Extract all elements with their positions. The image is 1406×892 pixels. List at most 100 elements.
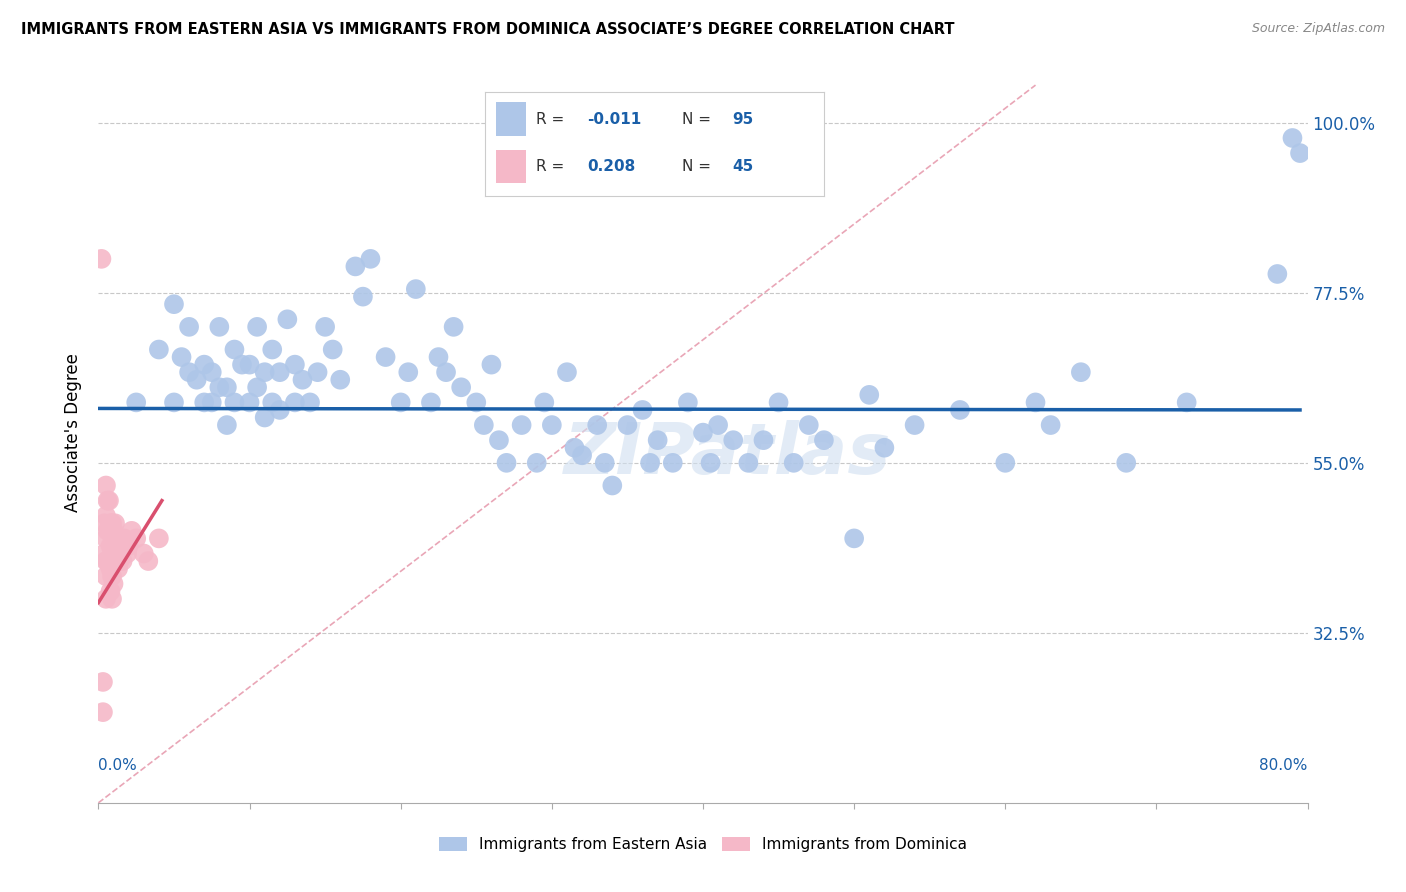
Point — [104, 516, 127, 531]
Point — [253, 410, 276, 425]
Point — [949, 403, 972, 417]
Point — [101, 569, 124, 583]
Point — [540, 418, 562, 433]
Point — [344, 260, 367, 274]
Point — [193, 358, 215, 372]
Point — [96, 524, 118, 538]
Point — [100, 539, 122, 553]
Point — [465, 395, 488, 409]
Point — [108, 554, 131, 568]
Point — [555, 365, 578, 379]
Point — [443, 319, 465, 334]
Point — [208, 380, 231, 394]
Point — [262, 395, 284, 409]
Point — [692, 425, 714, 440]
Point — [434, 365, 457, 379]
Point — [374, 350, 396, 364]
Point — [396, 365, 419, 379]
Point — [105, 532, 128, 546]
Point — [125, 532, 148, 546]
Point — [179, 319, 201, 334]
Point — [510, 418, 533, 433]
Point — [100, 584, 122, 599]
Point — [121, 524, 143, 538]
Point — [110, 539, 132, 553]
Point — [125, 395, 148, 409]
Point — [352, 290, 374, 304]
Point — [1115, 456, 1137, 470]
Point — [768, 395, 790, 409]
Point — [163, 395, 186, 409]
Point — [602, 478, 624, 492]
Point — [276, 312, 298, 326]
Point — [307, 365, 329, 379]
Point — [707, 418, 730, 433]
Point — [111, 554, 134, 568]
Point — [586, 418, 609, 433]
Point — [193, 395, 215, 409]
Point — [291, 373, 314, 387]
Point — [873, 441, 896, 455]
Point — [201, 365, 224, 379]
Point — [91, 674, 114, 689]
Point — [593, 456, 616, 470]
Point — [94, 591, 117, 606]
Point — [105, 554, 128, 568]
Y-axis label: Associate's Degree: Associate's Degree — [65, 353, 83, 512]
Point — [96, 493, 118, 508]
Point — [104, 547, 127, 561]
Point — [472, 418, 495, 433]
Point — [215, 418, 238, 433]
Point — [98, 554, 121, 568]
Point — [450, 380, 472, 394]
Point — [844, 532, 866, 546]
Point — [495, 456, 517, 470]
Text: ZIPatlas: ZIPatlas — [564, 420, 891, 490]
Point — [1281, 131, 1303, 145]
Text: 80.0%: 80.0% — [1260, 758, 1308, 773]
Point — [314, 319, 336, 334]
Text: 0.0%: 0.0% — [98, 758, 138, 773]
Point — [616, 418, 638, 433]
Point — [405, 282, 427, 296]
Point — [239, 358, 262, 372]
Point — [858, 388, 880, 402]
Point — [783, 456, 806, 470]
Point — [284, 358, 307, 372]
Point — [239, 395, 262, 409]
Point — [1039, 418, 1062, 433]
Point — [797, 418, 820, 433]
Point — [638, 456, 661, 470]
Point — [90, 252, 112, 266]
Point — [201, 395, 224, 409]
Point — [170, 350, 193, 364]
Point — [93, 547, 115, 561]
Point — [752, 433, 775, 447]
Point — [533, 395, 555, 409]
Point — [1267, 267, 1289, 281]
Point — [100, 561, 122, 575]
Point — [93, 516, 115, 531]
Point — [98, 524, 121, 538]
Point — [246, 380, 269, 394]
Point — [564, 441, 586, 455]
Point — [723, 433, 745, 447]
Point — [103, 554, 125, 568]
Point — [101, 591, 124, 606]
Point — [631, 403, 654, 417]
Point — [813, 433, 835, 447]
Point — [1175, 395, 1198, 409]
Point — [94, 478, 117, 492]
Point — [103, 576, 125, 591]
Point — [360, 252, 382, 266]
Text: Source: ZipAtlas.com: Source: ZipAtlas.com — [1251, 22, 1385, 36]
Point — [1024, 395, 1046, 409]
Point — [661, 456, 683, 470]
Point — [299, 395, 322, 409]
Point — [262, 343, 284, 357]
Legend: Immigrants from Eastern Asia, Immigrants from Dominica: Immigrants from Eastern Asia, Immigrants… — [433, 830, 973, 858]
Point — [163, 297, 186, 311]
Point — [269, 365, 291, 379]
Point — [136, 554, 159, 568]
Point — [1289, 146, 1312, 161]
